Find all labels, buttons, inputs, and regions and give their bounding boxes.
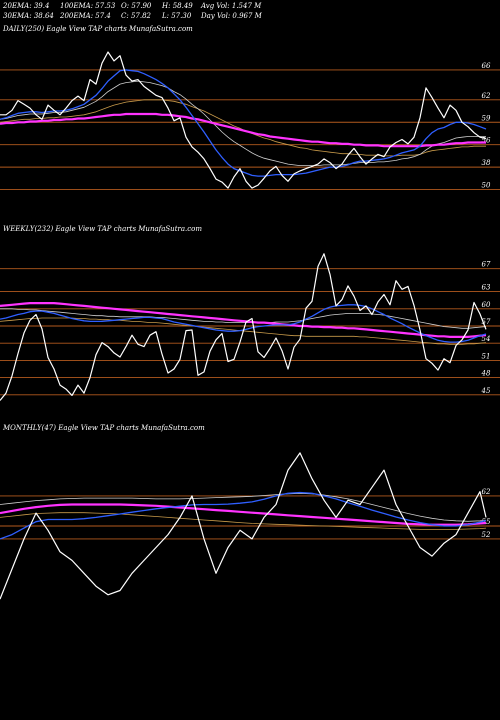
weekly-level-label: 57: [482, 318, 491, 326]
weekly-level-label: 45: [481, 387, 491, 395]
monthly-level-label: 62: [482, 488, 491, 496]
monthly-panel-title: MONTHLY(47) Eagle View TAP charts Munafa…: [3, 424, 205, 432]
daily-level-label: 38: [482, 159, 491, 167]
weekly-level-label: 51: [482, 352, 491, 360]
header-ema100: 100EMA: 57.53: [60, 2, 116, 10]
weekly-ema-long-line: [0, 302, 487, 338]
daily-ema-fast-line: [0, 69, 487, 177]
daily-ema-mid-line: [0, 80, 486, 167]
weekly-level-label: 54: [482, 335, 491, 343]
weekly-level-label: 67: [482, 261, 491, 269]
weekly-ema-mid-line: [0, 308, 487, 329]
monthly-level-label: 55: [482, 518, 491, 526]
daily-panel-title: DAILY(250) Eagle View TAP charts MunafaS…: [3, 25, 193, 33]
header-ema200: 200EMA: 57.4: [60, 12, 111, 20]
weekly-panel-title: WEEKLY(232) Eagle View TAP charts Munafa…: [3, 225, 203, 233]
daily-price-line: [0, 51, 487, 189]
header-low: L: 57.30: [162, 12, 192, 20]
daily-level-label: 56: [482, 137, 491, 145]
header-open: O: 57.90: [121, 2, 152, 10]
header-avgvol: Avg Vol: 1.547 M: [201, 2, 262, 10]
monthly-ema-fast-line: [0, 491, 487, 540]
monthly-price-line: [0, 452, 487, 600]
weekly-level-label: 48: [481, 370, 491, 378]
daily-level-label: 50: [482, 182, 491, 190]
header-high: H: 58.49: [162, 2, 193, 10]
weekly-level-label: 60: [482, 301, 491, 309]
weekly-level-label: 63: [482, 284, 491, 292]
header-dayvol: Day Vol: 0.967 M: [201, 12, 262, 20]
monthly-level-label: 52: [482, 531, 491, 539]
daily-level-label: 66: [482, 62, 491, 70]
daily-ema-long-line: [0, 112, 486, 148]
monthly-ema-long-line: [0, 503, 487, 526]
monthly-ema-mid-line: [0, 492, 487, 522]
weekly-price-line: [0, 253, 487, 401]
daily-level-label: 59: [482, 114, 491, 122]
header-close: C: 57.82: [121, 12, 151, 20]
daily-level-label: 62: [482, 92, 491, 100]
header-ema30: 30EMA: 38.64: [3, 12, 54, 20]
header-ema20: 20EMA: 39.4: [3, 2, 50, 10]
weekly-ema-fast-line: [0, 304, 487, 343]
